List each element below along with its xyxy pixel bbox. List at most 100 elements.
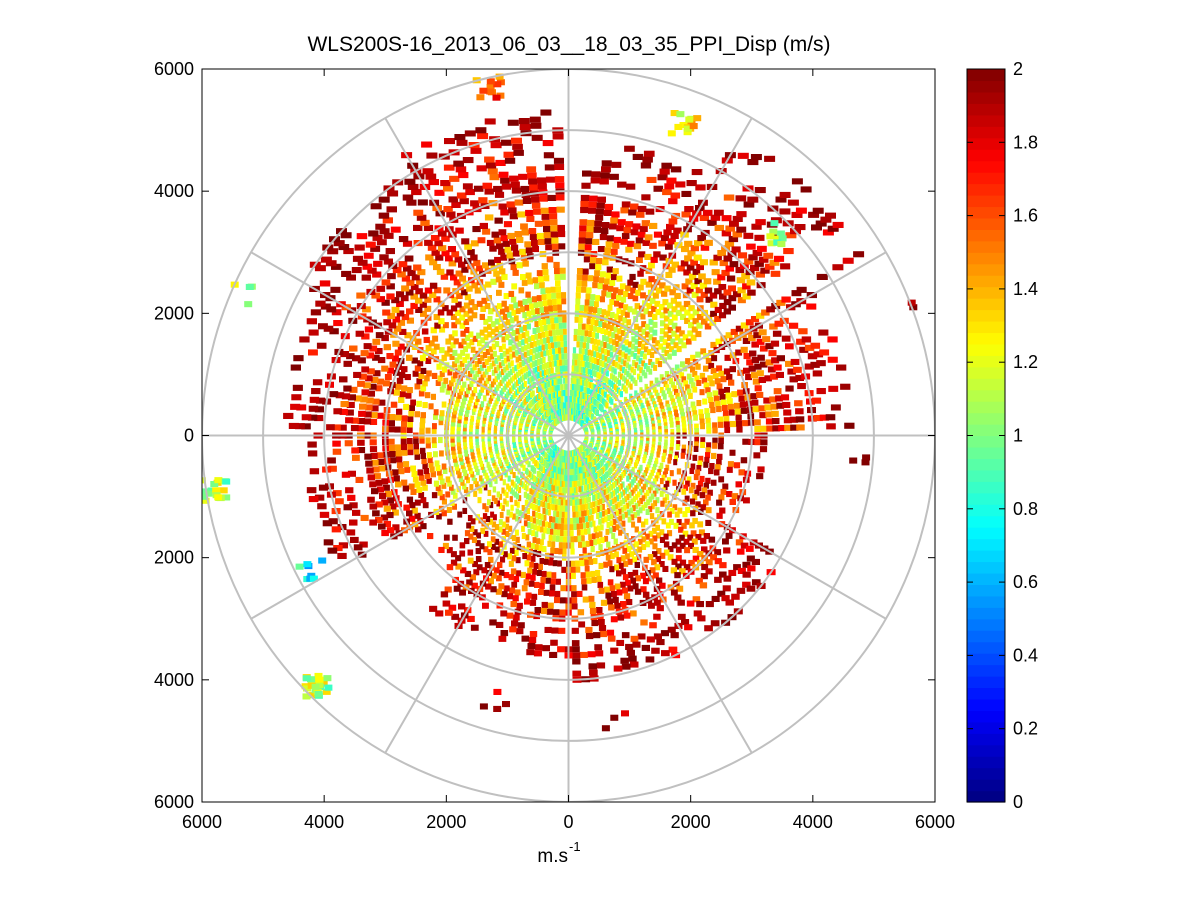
ppi-cell	[735, 195, 747, 202]
ppi-cell	[650, 361, 655, 368]
ppi-cell	[421, 141, 433, 148]
ppi-cell	[544, 482, 548, 489]
ppi-cell	[518, 385, 522, 392]
ppi-cell	[534, 511, 539, 518]
ppi-cell	[700, 537, 707, 544]
ppi-cell	[490, 142, 502, 149]
ppi-cell	[399, 328, 407, 335]
ppi-cell	[604, 535, 609, 542]
ppi-cell	[463, 418, 468, 425]
ppi-cell	[724, 427, 731, 434]
ppi-cell	[699, 389, 705, 396]
ppi-cell	[338, 542, 348, 549]
ppi-cell	[583, 336, 588, 343]
ppi-cell	[691, 405, 697, 412]
ppi-cell	[655, 497, 660, 504]
ppi-cell	[670, 428, 675, 435]
ppi-cell	[692, 494, 698, 501]
ppi-cell	[682, 530, 689, 537]
ppi-cell	[627, 240, 635, 247]
ppi-cell	[543, 558, 549, 565]
ppi-cell	[682, 334, 689, 341]
ppi-cell	[509, 511, 513, 518]
ppi-cell	[387, 497, 394, 504]
ppi-cell	[451, 613, 460, 620]
ppi-cell	[514, 529, 519, 536]
ppi-cell	[790, 358, 800, 365]
ppi-cell	[463, 319, 470, 326]
ppi-cell	[628, 373, 632, 380]
ppi-cell	[572, 377, 576, 384]
ppi-cell	[684, 547, 691, 554]
ppi-cell	[372, 398, 380, 405]
ppi-cell	[466, 403, 471, 410]
ppi-cell	[682, 424, 687, 431]
ppi-cell	[663, 380, 668, 387]
ppi-cell	[546, 349, 550, 356]
ppi-cell	[634, 493, 639, 500]
ppi-cell	[494, 341, 500, 348]
ppi-cell	[441, 463, 447, 470]
ppi-cell	[526, 554, 532, 561]
ppi-cell	[637, 516, 642, 523]
ppi-cell	[494, 424, 498, 431]
ppi-cell	[573, 328, 578, 335]
ppi-cell	[489, 245, 497, 252]
ppi-cell	[756, 370, 764, 377]
ppi-cell	[575, 560, 580, 567]
ppi-cell	[728, 379, 735, 386]
ppi-cell	[631, 336, 636, 343]
ppi-cell	[832, 221, 844, 228]
ppi-cell	[592, 363, 596, 370]
ppi-cell	[501, 377, 505, 384]
ppi-cell	[627, 572, 634, 579]
ppi-cell	[533, 562, 539, 569]
ppi-cell	[572, 487, 576, 494]
ppi-cell	[701, 546, 708, 553]
ppi-cell	[472, 561, 478, 568]
ppi-cell	[605, 494, 609, 501]
ppi-cell	[627, 306, 633, 313]
ppi-cell	[721, 595, 730, 602]
ppi-cell	[746, 555, 755, 562]
ppi-cell	[688, 305, 695, 312]
ppi-cell	[723, 255, 733, 262]
ppi-cell	[424, 472, 431, 479]
ppi-cell	[544, 521, 549, 528]
ppi-cell	[383, 484, 390, 491]
ppi-cell	[427, 533, 434, 540]
ppi-cell	[417, 269, 426, 276]
ppi-cell	[549, 503, 553, 510]
ppi-cell	[652, 313, 658, 320]
ppi-cell	[511, 620, 519, 627]
ppi-cell	[667, 407, 672, 414]
ppi-cell	[751, 316, 760, 323]
ppi-cell	[695, 469, 701, 476]
ppi-cell	[423, 224, 434, 231]
ppi-cell	[675, 563, 682, 570]
ppi-cell	[740, 457, 748, 464]
ppi-cell	[715, 464, 721, 471]
ppi-cell	[490, 536, 496, 543]
ppi-cell	[542, 357, 546, 364]
ppi-cell	[758, 376, 766, 383]
ppi-cell	[416, 278, 424, 285]
ppi-cell	[794, 224, 806, 231]
ppi-cell	[714, 306, 722, 313]
ppi-cell	[547, 355, 551, 362]
ppi-cell	[512, 614, 520, 621]
ppi-cell	[476, 445, 480, 452]
ppi-cell	[451, 322, 458, 329]
ppi-cell	[332, 424, 341, 431]
ppi-cell	[596, 365, 600, 372]
ppi-cell	[596, 372, 600, 379]
ppi-cell	[538, 345, 542, 352]
ppi-cell	[585, 540, 590, 547]
ppi-cell	[673, 459, 678, 466]
ppi-cell	[478, 389, 483, 396]
ppi-cell	[675, 181, 686, 188]
ppi-cell	[441, 510, 447, 517]
ppi-cell	[585, 633, 594, 640]
ppi-cell	[606, 486, 610, 493]
ppi-cell	[512, 595, 519, 602]
